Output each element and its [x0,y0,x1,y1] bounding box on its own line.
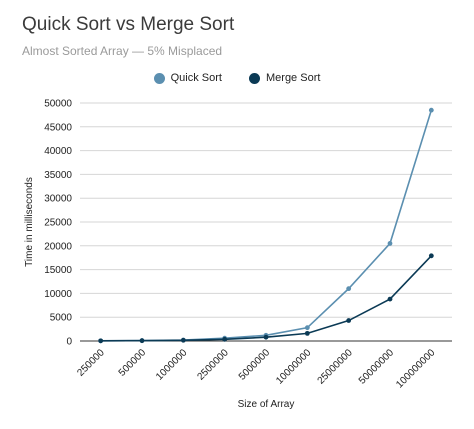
data-point-quick-sort [428,107,434,113]
legend-swatch-quick-sort [153,72,165,84]
x-tick-label: 25000000 [316,347,356,387]
y-tick-label: 5000 [50,313,73,324]
y-tick-label: 25000 [44,218,72,229]
data-point-merge-sort [222,336,228,342]
data-point-quick-sort [387,241,393,246]
legend-swatch-merge-sort [249,72,260,84]
data-point-merge-sort [387,296,393,302]
y-axis-title: Time in milliseconds [24,177,35,267]
x-tick-label: 100000000 [394,347,437,390]
series-line-quick-sort [100,109,433,342]
data-point-quick-sort [346,286,352,292]
y-tick-label: 50000 [44,99,72,110]
y-tick-label: 20000 [44,241,72,252]
y-tick-label: 10000 [44,289,72,300]
y-tick-label: 15000 [44,265,72,276]
x-tick-label: 1000000 [154,347,190,383]
x-tick-label: 2500000 [195,347,231,383]
x-tick-label: 10000000 [274,347,314,387]
legend-item-merge-sort: Merge Sort [249,72,320,84]
data-point-quick-sort [304,325,310,331]
x-tick-label: 50000000 [357,347,397,387]
y-tick-label: 30000 [44,194,72,205]
chart-title: Quick Sort vs Merge Sort [22,14,235,35]
series-line-merge-sort [100,255,432,342]
data-point-merge-sort [263,334,269,340]
y-tick-label: 40000 [44,146,72,157]
data-point-merge-sort [180,337,186,343]
x-tick-label: 500000 [117,347,149,379]
data-point-merge-sort [346,318,352,323]
legend: Quick Sort Merge Sort [0,72,474,87]
y-tick-label: 45000 [44,122,72,133]
chart-subtitle: Almost Sorted Array — 5% Misplaced [22,44,223,58]
legend-label-quick-sort: Quick Sort [170,72,222,84]
legend-label-merge-sort: Merge Sort [266,72,321,84]
legend-item-quick-sort: Quick Sort [153,72,222,84]
x-tick-label: 250000 [75,347,107,379]
x-axis-title: Size of Array [238,399,295,410]
x-tick-label: 5000000 [237,347,273,383]
y-tick-label: 35000 [44,170,72,181]
y-tick-label: 0 [66,337,72,348]
data-point-merge-sort [98,338,104,344]
data-point-merge-sort [304,330,310,336]
data-point-merge-sort [139,338,145,344]
data-point-merge-sort [428,253,434,259]
